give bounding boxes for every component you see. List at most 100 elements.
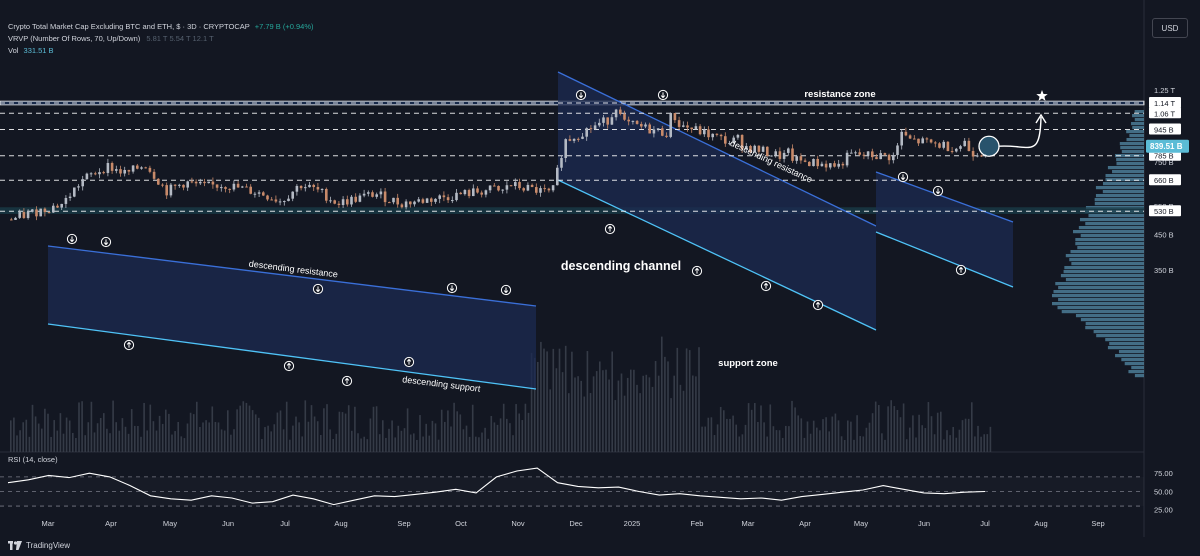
volume-bar (112, 400, 114, 452)
volume-bar (583, 396, 586, 452)
price-level-tag-bg (1149, 97, 1181, 108)
volume-bar (561, 372, 564, 452)
volume-bar (403, 428, 406, 452)
candle-body (858, 152, 861, 155)
time-tick-label: Feb (691, 519, 704, 528)
time-axis[interactable]: Mar Apr May Jun Jul Aug Sep Oct Nov Dec 2025 Feb Mar… (42, 519, 1105, 528)
candle-body (749, 145, 752, 153)
volume-bar (589, 393, 592, 452)
volume-bar (28, 436, 31, 452)
volume-bar (99, 417, 102, 452)
volume-bar (617, 380, 620, 452)
volume-profile-bar (1069, 258, 1144, 262)
volume-bar (62, 433, 65, 452)
volume-bar (608, 379, 610, 452)
candle-body (278, 201, 282, 203)
up-arrow-glyph (763, 282, 769, 289)
volume-bar (747, 403, 750, 452)
volume-bar (661, 336, 663, 452)
volume-bar (453, 402, 455, 452)
volume-bar (177, 421, 179, 452)
volume-bar (456, 411, 458, 452)
volume-bar (72, 432, 74, 452)
candle-body (812, 158, 815, 167)
candle-body (488, 185, 492, 191)
volume-bar (766, 436, 768, 452)
volume-profile-bar (1080, 318, 1144, 322)
volume-bar (96, 423, 99, 452)
volume-bar (47, 413, 49, 452)
currency-button[interactable]: USD (1152, 18, 1188, 38)
volume-bar (397, 425, 400, 452)
volume-bar (34, 416, 37, 452)
candle-body (127, 169, 131, 172)
candle-body (312, 184, 315, 188)
candle-body (644, 124, 647, 127)
up-arrow-glyph (815, 301, 821, 308)
candle-body (165, 185, 168, 196)
candle-body (686, 125, 689, 128)
volume-bar (871, 413, 874, 452)
volume-bar (19, 430, 21, 452)
volume-bar (347, 405, 350, 452)
candle-body (787, 148, 790, 153)
volume-bar (478, 437, 480, 452)
volume-bar (440, 409, 443, 452)
price-tick-label: 660 B (1154, 176, 1174, 185)
candle-body (308, 184, 311, 188)
candle-body (526, 184, 530, 191)
candle-body (224, 187, 227, 189)
volume-bar (165, 409, 167, 452)
volume-profile-bar (1075, 242, 1144, 246)
rsi-tick-label: 75.00 (1154, 469, 1173, 478)
volume-bar (152, 421, 155, 452)
volume-bar (515, 404, 517, 452)
candle-body (887, 154, 891, 161)
candle-body (522, 188, 525, 191)
time-tick-label: Jun (222, 519, 234, 528)
candle-body (392, 197, 395, 203)
candle-body (493, 185, 496, 187)
candle-body (833, 163, 836, 167)
volume-bar (270, 431, 272, 452)
volume-bar (750, 409, 753, 452)
volume-bar (958, 429, 961, 452)
candle-body (152, 171, 156, 179)
volume-bar (409, 434, 412, 452)
volume-bar (850, 421, 852, 452)
tradingview-logo[interactable]: TradingView (8, 541, 70, 550)
candle-body (803, 160, 807, 162)
volume-bars (10, 336, 992, 452)
volume-profile-bar (1131, 122, 1144, 126)
rsi-pane: RSI (14, close) 75.00 50.00 25.00 (0, 455, 1173, 515)
volume-profile-bar (1105, 174, 1144, 178)
volume-profile-bar (1115, 354, 1144, 358)
rsi-title: RSI (14, close) (8, 455, 58, 464)
volume-bar (59, 413, 62, 452)
candle-body (131, 165, 135, 172)
volume-bar (812, 420, 815, 452)
candle-body (413, 201, 416, 205)
volume-bar (887, 406, 889, 452)
time-tick-label: Apr (105, 519, 117, 528)
candle-body (320, 188, 324, 190)
volume-profile-bar (1077, 246, 1144, 250)
volume-bar (155, 430, 158, 452)
channel-3-support-line (875, 231, 1014, 288)
volume-bar (952, 426, 954, 452)
projection-arrowhead (1035, 113, 1047, 124)
volume-bar (230, 434, 232, 452)
volume-profile-bar (1060, 274, 1144, 278)
volume-profile-bar (1094, 202, 1144, 206)
volume-profile-bar (1102, 190, 1144, 194)
vrvp-label: VRVP (Number Of Rows, 70, Up/Down) (8, 34, 141, 43)
volume-bar (602, 370, 604, 452)
volume-bar (180, 436, 183, 452)
candle-body (841, 163, 845, 166)
volume-bar (245, 402, 248, 452)
volume-bar (475, 436, 477, 452)
volume-bar (124, 426, 127, 452)
volume-bar (698, 347, 700, 452)
